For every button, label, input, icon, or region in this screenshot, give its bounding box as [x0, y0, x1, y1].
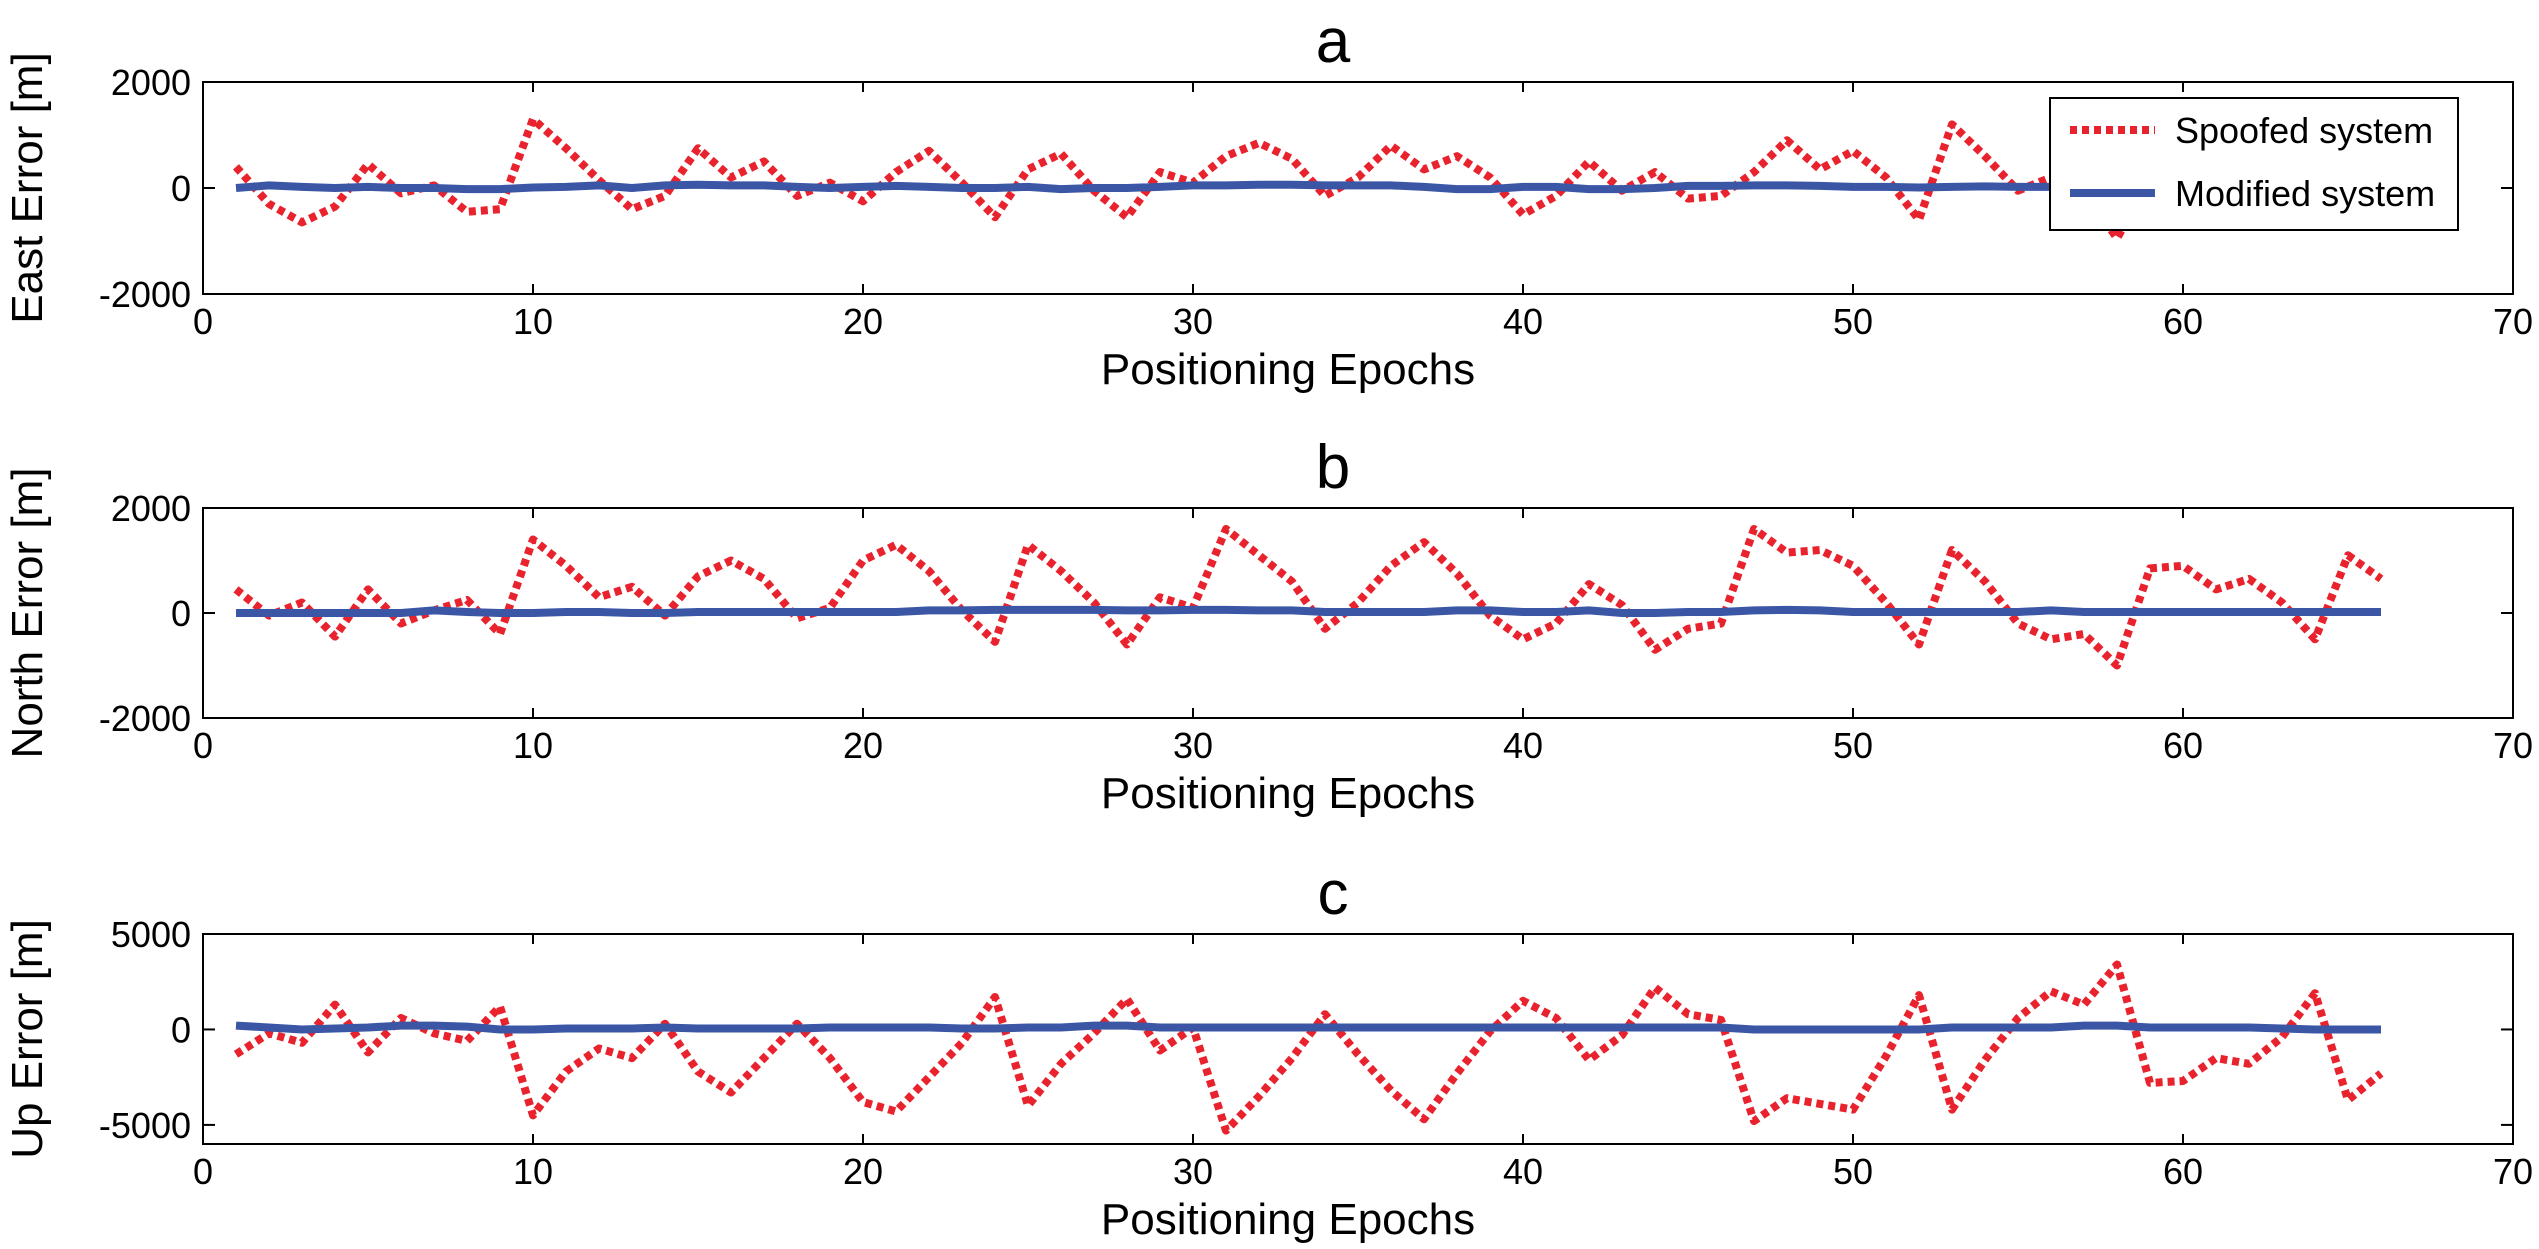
series-line-spoofed: [233, 960, 2384, 1135]
x-tick-label: 30: [1173, 301, 1213, 342]
x-tick-label: 30: [1173, 725, 1213, 766]
x-axis-label: Positioning Epochs: [1101, 345, 1475, 394]
panel-title: c: [1318, 859, 1349, 928]
axes-frame: [202, 933, 2514, 1145]
y-tick-label: 0: [171, 1009, 191, 1050]
x-tick-label: 0: [193, 301, 213, 342]
x-tick-label: 10: [513, 301, 553, 342]
series-line-spoofed: [233, 525, 2384, 670]
x-tick-label: 50: [1833, 725, 1873, 766]
x-tick-label: 10: [513, 725, 553, 766]
y-tick-label: -2000: [99, 698, 191, 739]
panel-title: b: [1316, 433, 1350, 502]
legend-label-modified: Modified system: [2175, 173, 2435, 214]
legend-box: [2049, 97, 2459, 231]
x-tick-label: 30: [1173, 1151, 1213, 1192]
y-axis-label: North Error [m]: [3, 468, 52, 759]
y-tick-label: -2000: [99, 274, 191, 315]
panel-title: a: [1316, 7, 1351, 76]
legend: Spoofed system Modified system: [2049, 97, 2459, 231]
x-tick-label: 60: [2163, 301, 2203, 342]
x-tick-label: 60: [2163, 725, 2203, 766]
x-tick-label: 70: [2493, 725, 2533, 766]
y-tick-label: 5000: [111, 914, 191, 955]
series-line-modified: [236, 605, 2381, 617]
series-line-modified: [235, 180, 2381, 194]
x-tick-label: 50: [1833, 1151, 1873, 1192]
x-tick-label: 10: [513, 1151, 553, 1192]
x-tick-label: 70: [2493, 301, 2533, 342]
x-axis-label: Positioning Epochs: [1101, 769, 1475, 818]
series-line-spoofed: [233, 115, 2382, 243]
y-tick-label: 0: [171, 593, 191, 634]
y-axis-label: Up Error [m]: [3, 919, 52, 1159]
y-tick-label: -5000: [99, 1105, 191, 1146]
y-tick-label: 2000: [111, 62, 191, 103]
x-tick-label: 40: [1503, 725, 1543, 766]
y-tick-label: 0: [171, 168, 191, 209]
legend-label-spoofed: Spoofed system: [2175, 110, 2433, 151]
y-axis-label: East Error [m]: [3, 52, 52, 323]
x-tick-label: 0: [193, 1151, 213, 1192]
x-tick-label: 50: [1833, 301, 1873, 342]
x-tick-label: 40: [1503, 1151, 1543, 1192]
x-tick-label: 20: [843, 301, 883, 342]
x-axis-label: Positioning Epochs: [1101, 1195, 1475, 1244]
x-tick-label: 60: [2163, 1151, 2203, 1192]
x-tick-label: 70: [2493, 1151, 2533, 1192]
y-tick-label: 2000: [111, 488, 191, 529]
x-tick-label: 40: [1503, 301, 1543, 342]
series-line-modified: [235, 1021, 2381, 1034]
x-tick-label: 20: [843, 725, 883, 766]
x-tick-label: 0: [193, 725, 213, 766]
x-tick-label: 20: [843, 1151, 883, 1192]
